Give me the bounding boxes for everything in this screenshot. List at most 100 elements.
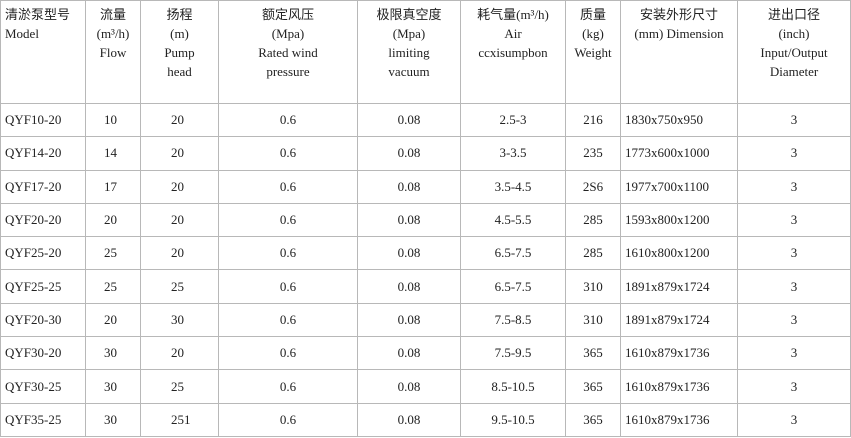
- table-row: QYF35-25 30 251 0.6 0.08 9.5-10.5 365 1610x879x…: [0, 402, 851, 438]
- header-line: ccxisumpbon: [478, 45, 548, 60]
- table-cell: 0.6: [218, 369, 358, 404]
- header-line: 流量: [99, 7, 126, 22]
- table-cell: 1830x750x950: [620, 102, 738, 138]
- header-line: 耗气量(m³/h): [477, 7, 549, 22]
- table-cell: 2.5-3: [460, 102, 566, 138]
- table-row: QYF30-20 30 20 0.6 0.08 7.5-9.5 365 1610x879x17…: [0, 336, 851, 371]
- table-cell: 1773x600x1000: [620, 136, 738, 171]
- header-line: vacuum: [388, 64, 430, 79]
- table-cell: 8.5-10.5: [460, 369, 566, 404]
- table-cell: 0.08: [357, 236, 461, 271]
- table-cell: 17: [85, 169, 141, 204]
- header-line: (m³/h): [96, 26, 130, 41]
- header-line: (mm) Dimension: [634, 26, 724, 41]
- table-cell: 3: [737, 269, 851, 304]
- table-cell: 3-3.5: [460, 136, 566, 171]
- table-cell: 0.6: [218, 269, 358, 304]
- table-cell: 30: [85, 402, 141, 438]
- table-cell: 0.6: [218, 136, 358, 171]
- table-cell: QYF14-20: [0, 136, 86, 171]
- table-row: QYF25-25 25 25 0.6 0.08 6.5-7.5 310 1891x879x17…: [0, 269, 851, 304]
- header-cell: 清淤泵型号 Model: [0, 0, 86, 104]
- table-cell: 20: [85, 302, 141, 338]
- table-cell: 20: [140, 236, 219, 271]
- table-cell: 1610x879x1736: [620, 336, 738, 371]
- header-line: Flow: [99, 45, 127, 60]
- header-line: pressure: [266, 64, 310, 79]
- table-cell: QYF35-25: [0, 402, 86, 438]
- table-cell: 10: [85, 102, 141, 138]
- header-line: Pump: [164, 45, 195, 60]
- table-cell: 30: [85, 369, 141, 404]
- table-cell: 0.08: [357, 336, 461, 371]
- table-row: QYF17-20 17 20 0.6 0.08 3.5-4.5 2S6 1977x700x11…: [0, 169, 851, 204]
- header-cell: 安装外形尺寸 (mm) Dimension: [620, 0, 738, 104]
- table-cell: 25: [85, 269, 141, 304]
- table-cell: 3: [737, 402, 851, 438]
- header-cell: 流量 (m³/h) Flow: [85, 0, 141, 104]
- table-cell: 3: [737, 102, 851, 138]
- header-line: head: [167, 64, 192, 79]
- header-cell: 质量 (kg) Weight: [565, 0, 621, 104]
- table-cell: 25: [140, 369, 219, 404]
- table-cell: 3: [737, 369, 851, 404]
- table-cell: 0.08: [357, 302, 461, 338]
- table-cell: 0.6: [218, 236, 358, 271]
- table-body: QYF10-20 10 20 0.6 0.08 2.5-3 216 1830x750x950 3…: [0, 102, 851, 438]
- table-row: QYF14-20 14 20 0.6 0.08 3-3.5 235 1773x600x1000…: [0, 136, 851, 171]
- table-cell: 25: [85, 236, 141, 271]
- table-cell: 0.6: [218, 202, 358, 238]
- table-cell: 20: [140, 202, 219, 238]
- header-line: (inch): [778, 26, 810, 41]
- header-line: limiting: [388, 45, 430, 60]
- table-cell: 0.6: [218, 302, 358, 338]
- table-cell: QYF30-25: [0, 369, 86, 404]
- table-cell: 3: [737, 302, 851, 338]
- table-cell: 0.6: [218, 336, 358, 371]
- table-cell: 20: [85, 202, 141, 238]
- table-cell: QYF20-20: [0, 202, 86, 238]
- table-cell: QYF10-20: [0, 102, 86, 138]
- table-cell: 2S6: [565, 169, 621, 204]
- table-cell: 310: [565, 302, 621, 338]
- table-cell: 3: [737, 136, 851, 171]
- table-cell: 20: [140, 102, 219, 138]
- table-cell: 0.08: [357, 402, 461, 438]
- table-cell: 3: [737, 202, 851, 238]
- table-cell: 30: [140, 302, 219, 338]
- table-cell: QYF30-20: [0, 336, 86, 371]
- table-cell: 6.5-7.5: [460, 236, 566, 271]
- table-cell: 0.08: [357, 202, 461, 238]
- table-cell: 0.08: [357, 169, 461, 204]
- table-cell: 3.5-4.5: [460, 169, 566, 204]
- header-line: (Mpa): [392, 26, 426, 41]
- header-line: 扬程: [166, 7, 193, 22]
- table-cell: 1891x879x1724: [620, 302, 738, 338]
- table-cell: 310: [565, 269, 621, 304]
- table-cell: 285: [565, 202, 621, 238]
- header-line: (kg): [582, 26, 604, 41]
- header-line: Rated wind: [258, 45, 318, 60]
- header-row: 清淤泵型号 Model 流量 (m³/h) Flow 扬程 (m) Pump head 额定风压 (…: [0, 0, 851, 104]
- header-cell: 扬程 (m) Pump head: [140, 0, 219, 104]
- table-cell: 20: [140, 169, 219, 204]
- table-cell: 1610x800x1200: [620, 236, 738, 271]
- table-cell: 3: [737, 169, 851, 204]
- header-line: (Mpa): [271, 26, 305, 41]
- table-cell: 9.5-10.5: [460, 402, 566, 438]
- table-row: QYF20-30 20 30 0.6 0.08 7.5-8.5 310 1891x879x17…: [0, 302, 851, 338]
- table-cell: 216: [565, 102, 621, 138]
- header-line: 极限真空度: [376, 7, 442, 22]
- table-cell: 7.5-9.5: [460, 336, 566, 371]
- table-cell: 3: [737, 336, 851, 371]
- header-cell: 极限真空度 (Mpa) limiting vacuum: [357, 0, 461, 104]
- table-cell: 4.5-5.5: [460, 202, 566, 238]
- table-row: QYF25-20 25 20 0.6 0.08 6.5-7.5 285 1610x800x12…: [0, 236, 851, 271]
- header-cell: 耗气量(m³/h) Air ccxisumpbon: [460, 0, 566, 104]
- header-cell: 进出口径 (inch) Input/Output Diameter: [737, 0, 851, 104]
- table-cell: 20: [140, 336, 219, 371]
- table-row: QYF10-20 10 20 0.6 0.08 2.5-3 216 1830x750x950 3: [0, 102, 851, 138]
- header-line: 清淤泵型号: [5, 7, 71, 22]
